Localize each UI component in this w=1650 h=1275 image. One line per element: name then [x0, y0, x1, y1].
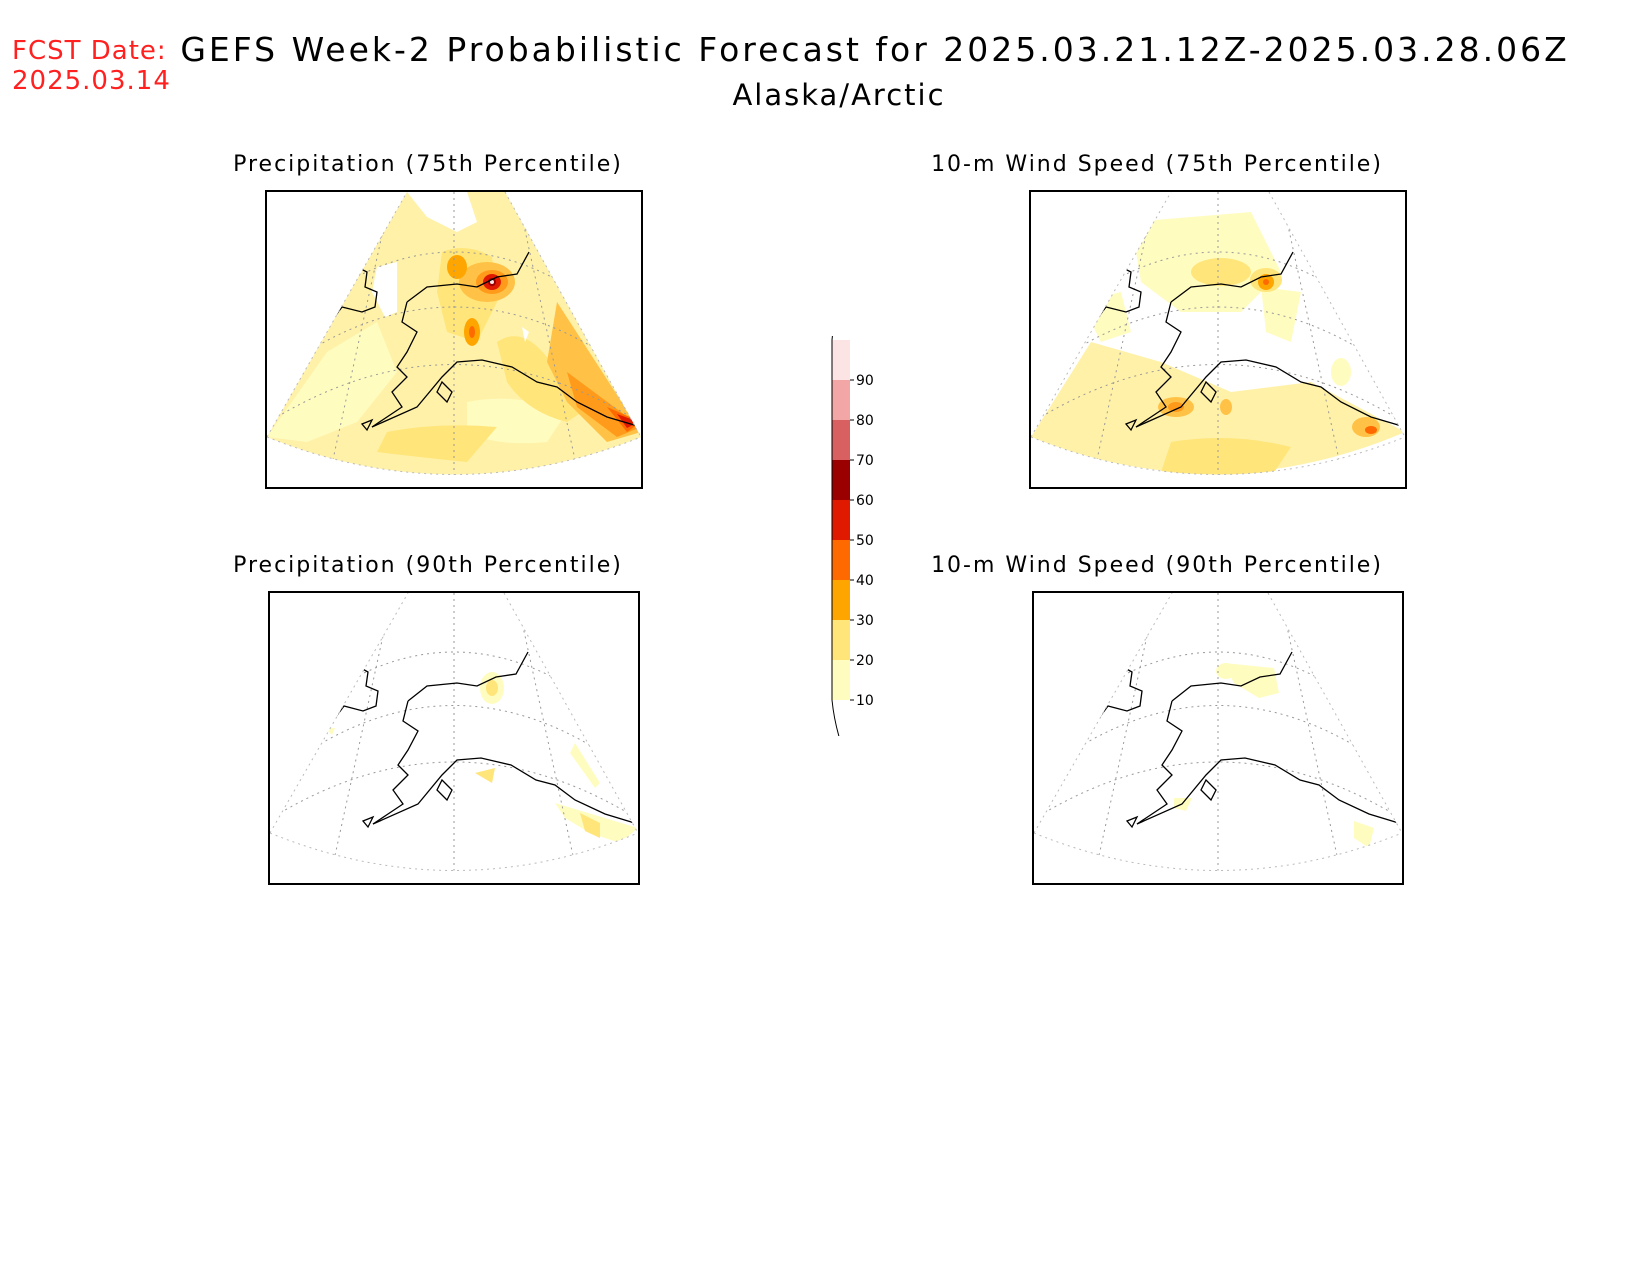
colorbar-segment-60: [832, 460, 850, 500]
colorbar-top-tip: [831, 299, 839, 341]
colorbar-label-80: 80: [856, 413, 874, 429]
colorbar-label-30: 30: [856, 613, 874, 629]
colorbar-svg: 10 20 30 40 50 60 70 80 90: [831, 299, 874, 741]
forecast-date-label: FCST Date:: [12, 36, 167, 66]
colorbar-legend: 10 20 30 40 50 60 70 80 90: [820, 299, 880, 741]
map-panel-wind-90: [1032, 591, 1404, 885]
colorbar-label-90: 90: [856, 373, 874, 389]
colorbar-segment-80: [832, 380, 850, 420]
colorbar-label-70: 70: [856, 453, 874, 469]
colorbar-bottom-tail: [831, 699, 841, 741]
panel-title-precip-90: Precipitation (90th Percentile): [233, 553, 623, 578]
panel-title-precip-75: Precipitation (75th Percentile): [233, 152, 623, 177]
colorbar-segment-70: [832, 420, 850, 460]
colorbar-segment-50: [832, 500, 850, 540]
map-panel-wind-75: [1029, 190, 1407, 489]
panel-title-wind-90: 10-m Wind Speed (90th Percentile): [931, 553, 1383, 578]
colorbar-segment-30: [832, 580, 850, 620]
colorbar-segment-90: [832, 340, 850, 380]
colorbar-segment-10: [832, 660, 850, 700]
colorbar-label-50: 50: [856, 533, 874, 549]
colorbar-segment-40: [832, 540, 850, 580]
colorbar-segment-20: [832, 620, 850, 660]
main-title: GEFS Week-2 Probabilistic Forecast for 2…: [180, 30, 1570, 69]
forecast-date-block: FCST Date: 2025.03.14: [12, 36, 171, 96]
map-panel-precip-90: [268, 591, 640, 885]
colorbar-label-60: 60: [856, 493, 874, 509]
forecast-date-value: 2025.03.14: [12, 66, 171, 96]
colorbar-label-20: 20: [856, 653, 874, 669]
map-panel-precip-75: [265, 190, 643, 489]
colorbar-label-10: 10: [856, 693, 874, 709]
panel-title-wind-75: 10-m Wind Speed (75th Percentile): [931, 152, 1383, 177]
region-subtitle: Alaska/Arctic: [732, 78, 946, 112]
colorbar-label-40: 40: [856, 573, 874, 589]
